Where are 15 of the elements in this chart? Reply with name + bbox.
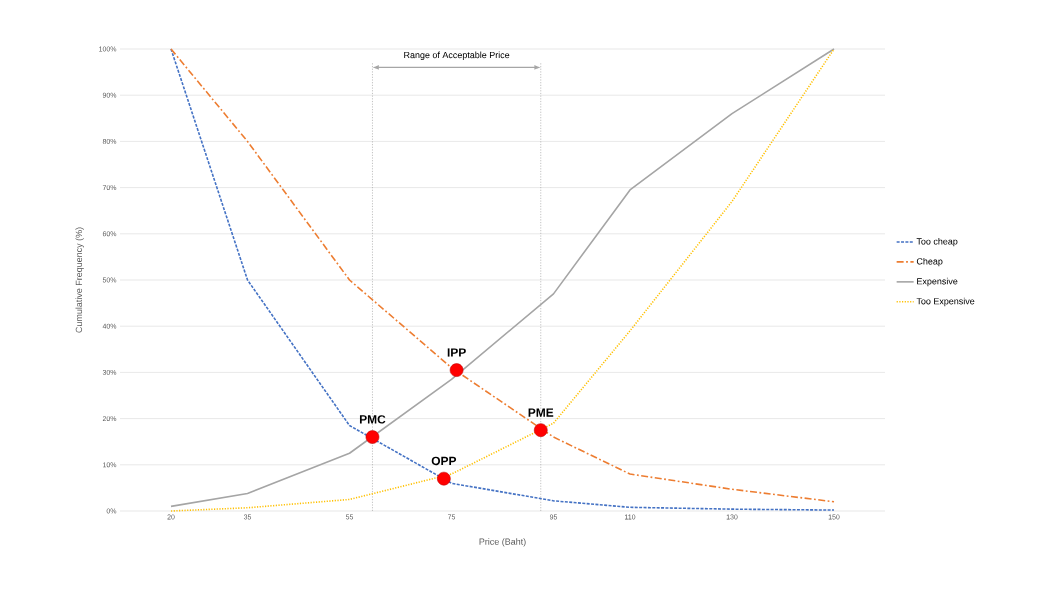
point [449, 363, 464, 377]
legend-label: Expensive [917, 277, 958, 287]
y-axis-title: Cumulative Frequency (%) [75, 227, 84, 333]
annotation: OPP [431, 456, 457, 466]
legend-label: Cheap [916, 257, 943, 267]
annotation: PMC [359, 415, 386, 424]
legend-label: Too Expensive [916, 297, 975, 307]
point [365, 430, 380, 444]
x-axis-title: Price (Baht) [479, 538, 526, 547]
annotation: PME [528, 408, 554, 417]
annotation: Range of Acceptable Price [404, 51, 510, 60]
point [533, 423, 548, 437]
annotation: IPP [447, 348, 466, 357]
point [437, 471, 451, 486]
legend-label: Too cheap [916, 237, 958, 247]
